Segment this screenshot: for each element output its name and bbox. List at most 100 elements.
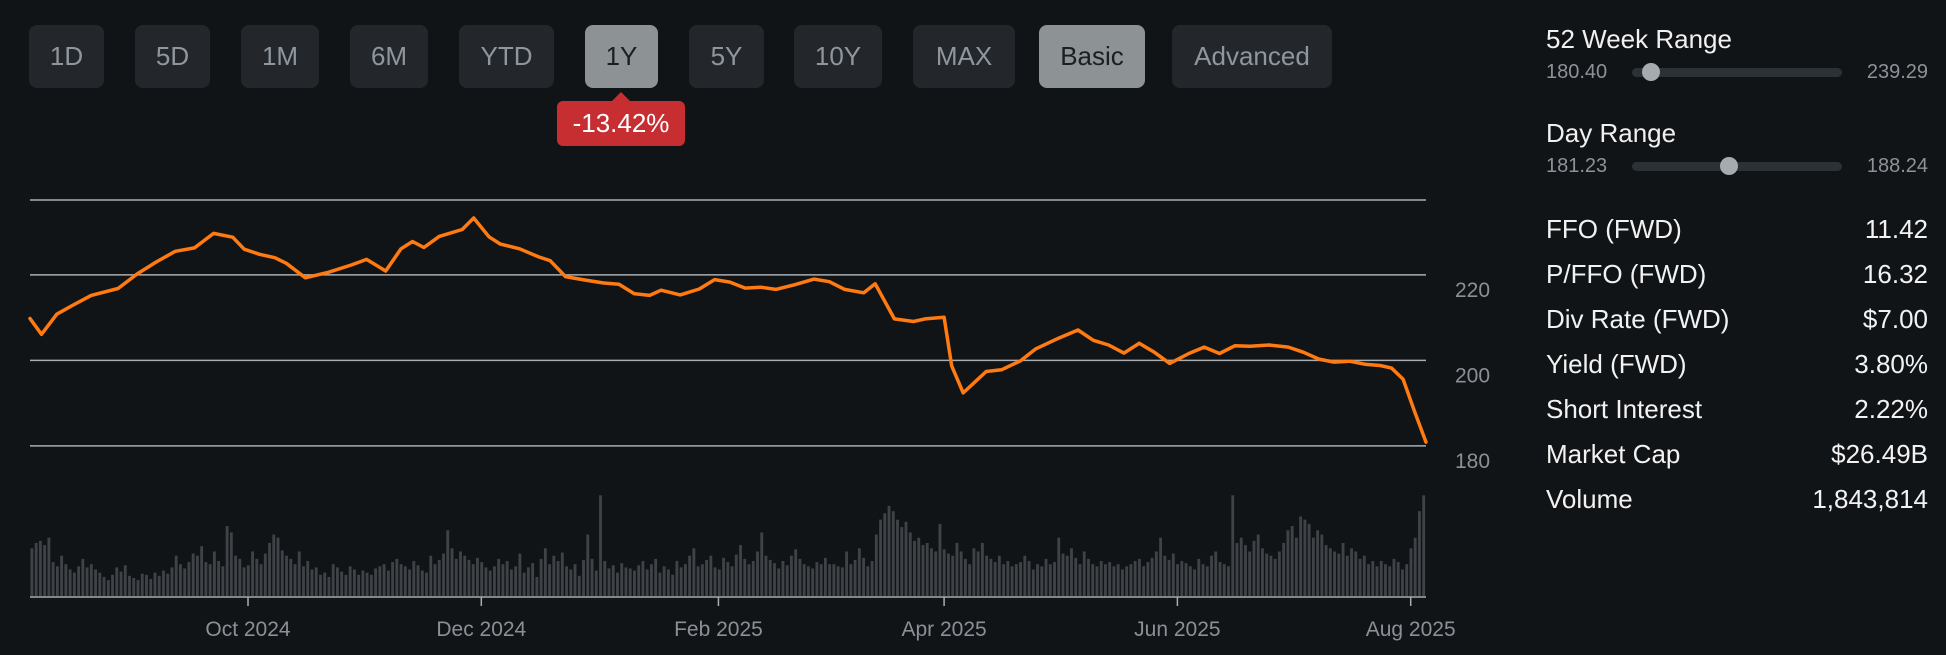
volume-bar xyxy=(722,557,725,596)
volume-bar xyxy=(1239,537,1243,596)
stat-label: P/FFO (FWD) xyxy=(1546,259,1707,289)
volume-bar xyxy=(785,565,789,596)
volume-bar xyxy=(361,570,365,596)
volume-bar xyxy=(429,555,433,596)
period-button-5d[interactable]: 5D xyxy=(135,25,210,88)
volume-bar xyxy=(819,564,823,596)
volume-bar xyxy=(764,555,768,596)
volume-bar xyxy=(72,572,76,596)
volume-bar xyxy=(1333,551,1336,596)
stat-value: 3.80% xyxy=(1854,349,1928,379)
volume-bar xyxy=(467,559,471,596)
stat-label: Short Interest xyxy=(1546,394,1703,424)
volume-bar xyxy=(781,561,785,596)
volume-bar xyxy=(319,574,322,596)
volume-bar xyxy=(505,561,509,596)
volume-bar xyxy=(446,530,450,596)
volume-bar xyxy=(85,567,89,596)
volume-bar xyxy=(106,580,110,596)
volume-bar xyxy=(1129,564,1133,596)
volume-bar xyxy=(348,566,352,596)
volume-bar xyxy=(637,565,641,596)
volume-bar xyxy=(408,569,411,596)
volume-bar xyxy=(336,567,339,596)
week52-range-track xyxy=(1632,63,1842,81)
volume-bar xyxy=(743,558,747,596)
mode-button-advanced[interactable]: Advanced xyxy=(1172,25,1332,88)
volume-bar xyxy=(166,573,170,596)
volume-bar xyxy=(1082,551,1086,596)
period-button-1y[interactable]: 1Y xyxy=(585,25,658,88)
stat-label: Yield (FWD) xyxy=(1546,349,1687,379)
volume-bar xyxy=(633,570,636,596)
mode-button-basic[interactable]: Basic xyxy=(1039,25,1145,88)
volume-bar xyxy=(1201,564,1205,596)
volume-bar xyxy=(908,532,912,596)
week52-range: 52 Week Range 180.40 239.29 xyxy=(1546,24,1928,84)
volume-bar xyxy=(959,551,963,596)
volume-bar xyxy=(573,564,577,596)
x-tick-label: Jun 2025 xyxy=(1134,618,1220,641)
volume-bar xyxy=(679,567,683,596)
volume-bar xyxy=(853,559,857,596)
volume-bar xyxy=(1413,537,1417,596)
volume-bar xyxy=(641,561,645,596)
volume-bar xyxy=(514,566,518,596)
period-change-badge: -13.42% xyxy=(557,92,685,146)
period-button-5y[interactable]: 5Y xyxy=(689,25,764,88)
volume-bar xyxy=(1222,564,1226,596)
x-tick-label: Aug 2025 xyxy=(1366,618,1456,641)
volume-bar xyxy=(599,495,602,596)
volume-bar xyxy=(395,558,399,596)
volume-bar xyxy=(153,572,157,596)
volume-bar xyxy=(238,558,242,596)
y-tick-label: 180 xyxy=(1455,450,1490,473)
volume-bar xyxy=(403,566,407,596)
day-range-track xyxy=(1632,157,1842,175)
volume-bar xyxy=(1010,566,1014,596)
period-button-10y[interactable]: 10Y xyxy=(794,25,882,88)
volume-bar xyxy=(543,548,547,596)
volume-bar xyxy=(730,566,734,596)
period-change-text: -13.42% xyxy=(572,108,670,138)
volume-bar xyxy=(1210,555,1213,596)
volume-bar xyxy=(1320,534,1324,596)
volume-bar xyxy=(1044,558,1048,596)
volume-bar xyxy=(1303,519,1307,596)
volume-bar xyxy=(1002,564,1006,596)
volume-bar xyxy=(1146,562,1150,596)
volume-bar xyxy=(1095,566,1099,596)
volume-bar xyxy=(645,569,649,596)
volume-bar xyxy=(123,565,127,596)
volume-bar xyxy=(51,562,55,596)
volume-bar xyxy=(734,554,738,596)
y-tick-label: 200 xyxy=(1455,364,1490,387)
volume-bar xyxy=(1184,563,1188,596)
period-button-6m[interactable]: 6M xyxy=(350,25,428,88)
stat-value: 16.32 xyxy=(1862,259,1928,289)
volume-bar xyxy=(1252,540,1256,596)
volume-bar xyxy=(493,566,496,596)
volume-bar xyxy=(1294,537,1298,596)
period-button-1m[interactable]: 1M xyxy=(241,25,319,88)
volume-bar xyxy=(297,551,301,596)
volume-bar xyxy=(331,564,335,596)
period-button-1d[interactable]: 1D xyxy=(29,25,104,88)
volume-bar xyxy=(1231,495,1235,596)
volume-bar xyxy=(616,572,619,596)
volume-bar xyxy=(1248,551,1252,596)
volume-bar xyxy=(1328,548,1332,596)
stat-label: Market Cap xyxy=(1546,439,1681,469)
price-line xyxy=(28,216,1428,444)
volume-bar xyxy=(717,569,721,596)
volume-bar xyxy=(1299,516,1303,596)
period-button-max[interactable]: MAX xyxy=(913,25,1015,88)
volume-bar xyxy=(1422,495,1426,596)
volume-bar xyxy=(1159,537,1163,596)
volume-bar xyxy=(1384,564,1387,596)
volume-bar xyxy=(1120,569,1124,596)
volume-bar xyxy=(1154,551,1158,596)
volume-bar xyxy=(149,579,153,596)
period-button-ytd[interactable]: YTD xyxy=(459,25,554,88)
